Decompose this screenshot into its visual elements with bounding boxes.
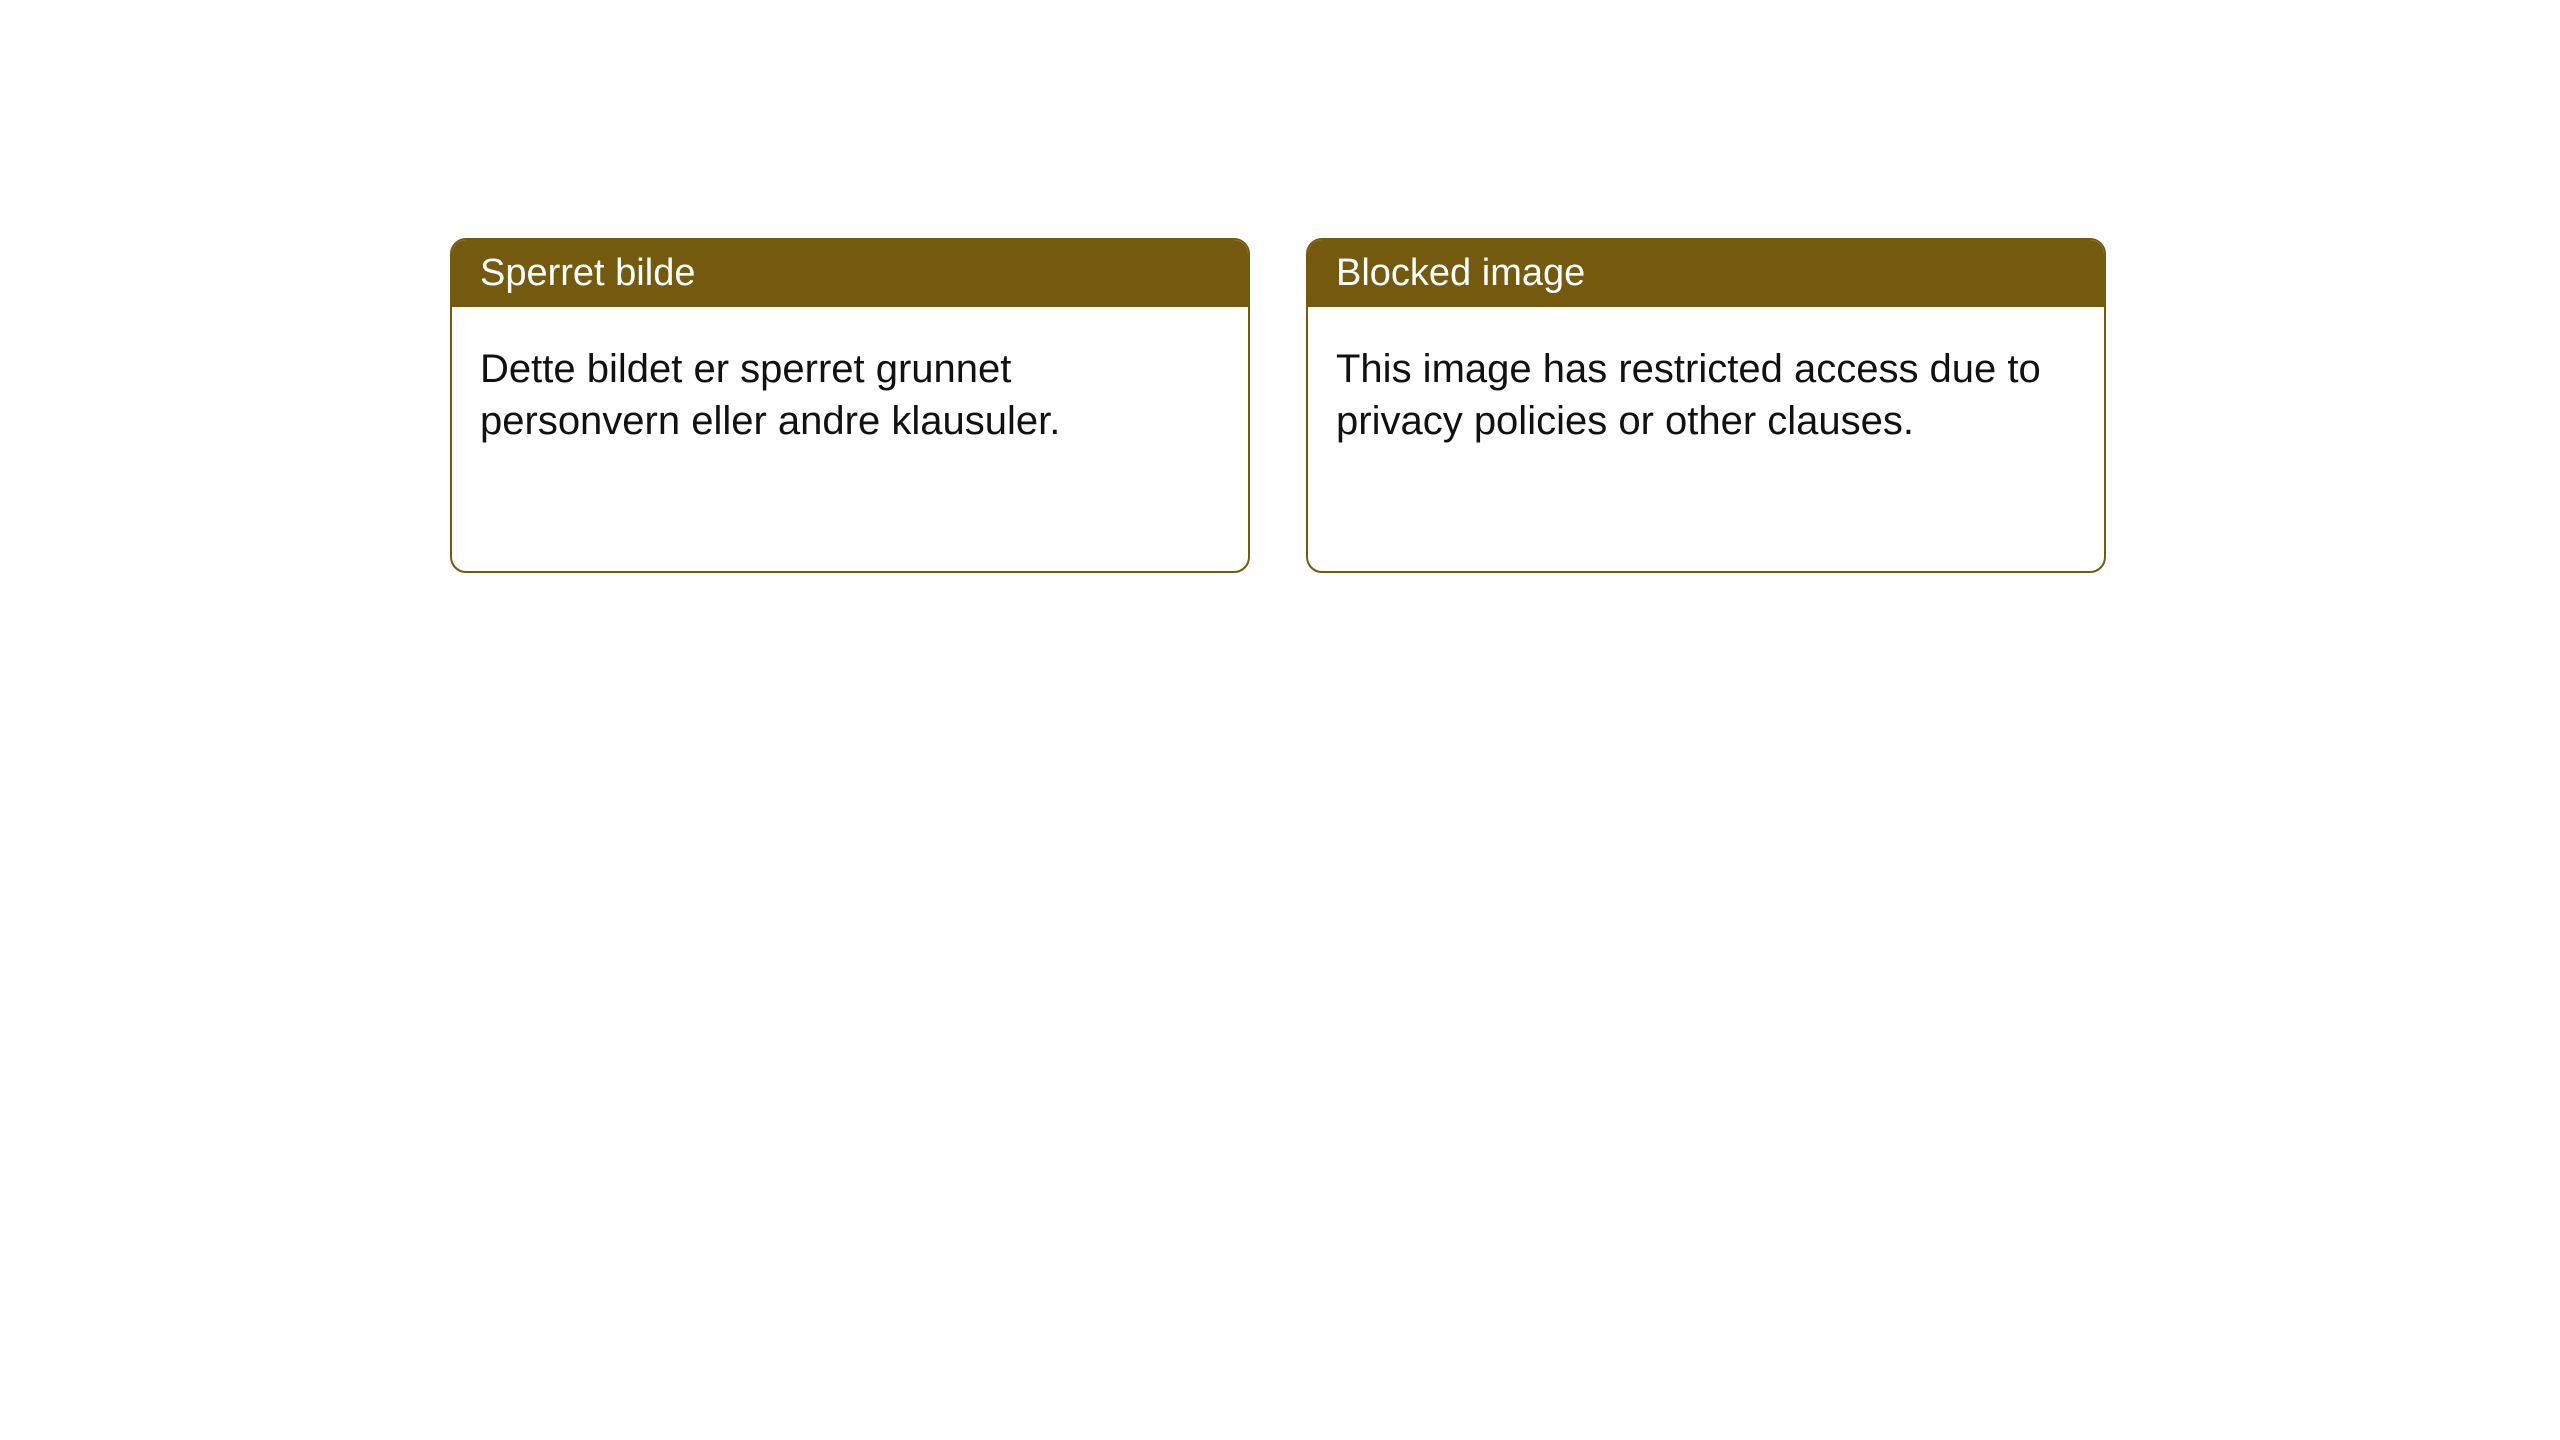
card-header: Blocked image	[1308, 240, 2104, 307]
blocked-image-card-en: Blocked image This image has restricted …	[1306, 238, 2106, 573]
card-title: Sperret bilde	[480, 252, 695, 294]
card-body-text: Dette bildet er sperret grunnet personve…	[480, 347, 1060, 443]
card-body: This image has restricted access due to …	[1308, 307, 2104, 483]
blocked-image-card-no: Sperret bilde Dette bildet er sperret gr…	[450, 238, 1250, 573]
card-body-text: This image has restricted access due to …	[1336, 347, 2041, 443]
card-header: Sperret bilde	[452, 240, 1248, 307]
cards-container: Sperret bilde Dette bildet er sperret gr…	[450, 238, 2106, 573]
card-title: Blocked image	[1336, 252, 1585, 294]
card-body: Dette bildet er sperret grunnet personve…	[452, 307, 1248, 483]
